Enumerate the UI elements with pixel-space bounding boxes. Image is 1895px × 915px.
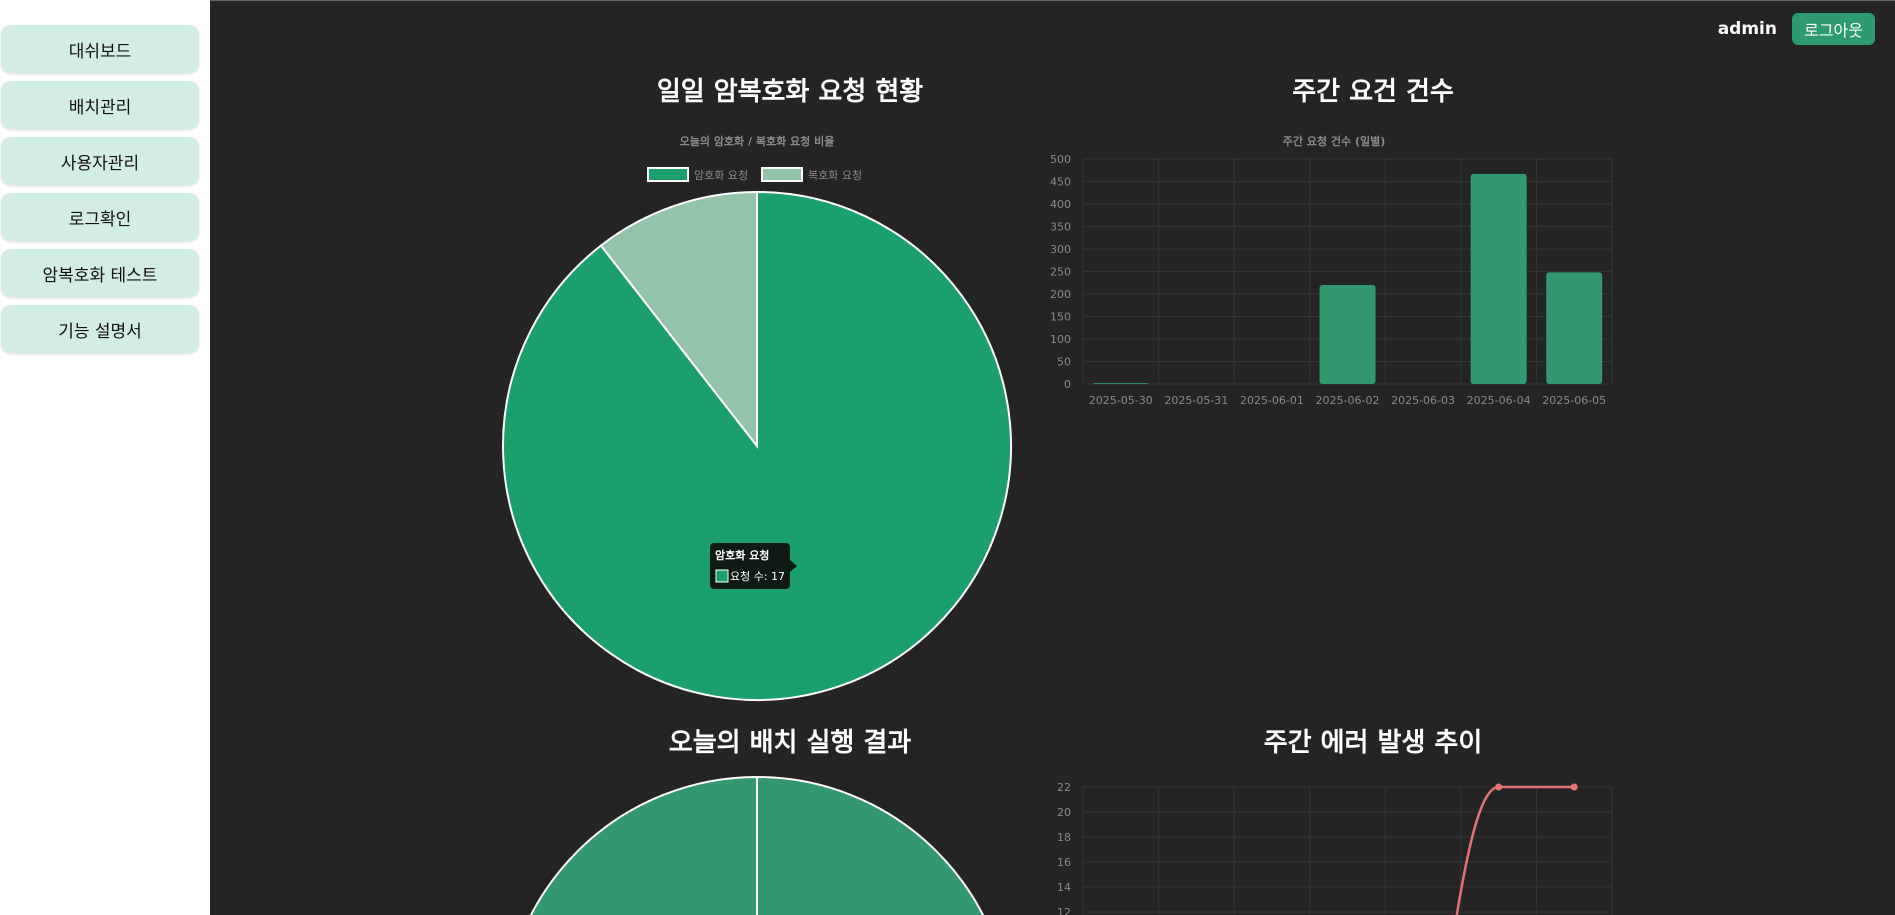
bar-y-tick: 350 [1050,221,1071,234]
bar-x-tick: 2025-06-04 [1467,394,1531,407]
logout-button[interactable]: 로그아웃 [1792,13,1875,45]
batch-results-title: 오늘의 배치 실행 결과 [668,728,912,758]
user-name: admin [1717,19,1777,39]
batch-pie-chart [503,775,1011,915]
bar-y-tick: 200 [1050,288,1071,301]
legend-label-encrypt[interactable]: 암호화 요청 [694,169,748,182]
bar-2025-06-04[interactable] [1470,173,1527,384]
bar-y-tick: 450 [1050,176,1071,189]
main-content: admin 로그아웃 일일 암복호화 요청 현황 주간 요건 건수 오늘의 배치… [210,0,1895,915]
bar-2025-06-05[interactable] [1546,272,1603,384]
line-y-tick: 14 [1057,881,1071,894]
legend-swatch-decrypt[interactable] [761,167,803,182]
weekly-bar-title: 주간 요청 건수 (일별) [1283,134,1386,148]
sidebar-item-crypto-test[interactable]: 암복호화 테스트 [1,249,199,297]
weekly-bar-chart: 주간 요청 건수 (일별) 0 50 100 150 200 250 300 350 400 45… [1050,134,1613,407]
bar-2025-05-30[interactable] [1092,383,1149,384]
error-point[interactable] [1570,783,1578,791]
bar-y-tick: 100 [1050,333,1071,346]
daily-requests-title: 일일 암복호화 요청 현황 [656,77,924,107]
batch-pie-slice-2[interactable] [503,775,758,915]
bar-y-tick: 150 [1050,311,1071,324]
bar-y-tick: 400 [1050,198,1071,211]
pie-slice-decrypt[interactable] [599,190,758,449]
pie-tooltip: 암호화 요청 요청 수: 17 [710,543,797,589]
sidebar-item-logs[interactable]: 로그확인 [1,193,199,241]
line-y-tick: 18 [1057,831,1071,844]
bar-x-tick: 2025-05-31 [1164,394,1228,407]
bar-2025-06-02[interactable] [1319,285,1376,384]
bar-y-tick: 300 [1050,243,1071,256]
sidebar-item-manual[interactable]: 기능 설명서 [1,305,199,353]
sidebar-item-dashboard[interactable]: 대쉬보드 [1,25,199,73]
daily-pie-chart: 오늘의 암호화 / 복호화 요청 비율 암호화 요청 복호화 요청 암호화 요청… [502,134,1012,701]
line-y-tick: 16 [1057,856,1071,869]
error-line-chart: 12 14 16 18 20 22 [1057,781,1613,915]
bar-x-tick: 2025-06-02 [1316,394,1380,407]
sidebar-item-users[interactable]: 사용자관리 [1,137,199,185]
bar-y-tick: 0 [1064,378,1071,391]
sidebar: 대쉬보드 배치관리 사용자관리 로그확인 암복호화 테스트 기능 설명서 [0,0,210,915]
line-y-tick: 12 [1057,906,1071,915]
legend-label-decrypt[interactable]: 복호화 요청 [808,169,862,182]
error-line-series [1455,785,1575,915]
error-trend-title: 주간 에러 발생 추이 [1263,728,1483,758]
bar-x-tick: 2025-06-03 [1391,394,1455,407]
error-point[interactable] [1495,783,1503,791]
bar-y-tick: 50 [1057,356,1071,369]
bar-x-tick: 2025-05-30 [1089,394,1153,407]
tooltip-body: 요청 수: 17 [730,570,785,583]
daily-pie-title: 오늘의 암호화 / 복호화 요청 비율 [680,134,835,148]
batch-pie-slice-1[interactable] [756,775,1011,915]
bar-x-tick: 2025-06-05 [1542,394,1606,407]
sidebar-item-batch[interactable]: 배치관리 [1,81,199,129]
bar-y-tick: 250 [1050,266,1071,279]
line-y-tick: 22 [1057,781,1071,794]
bar-y-tick: 500 [1050,153,1071,166]
bar-x-tick: 2025-06-01 [1240,394,1304,407]
legend-swatch-encrypt[interactable] [647,167,689,182]
weekly-requests-title: 주간 요건 건수 [1292,77,1454,107]
line-y-tick: 20 [1057,806,1071,819]
tooltip-title: 암호화 요청 [715,548,769,562]
